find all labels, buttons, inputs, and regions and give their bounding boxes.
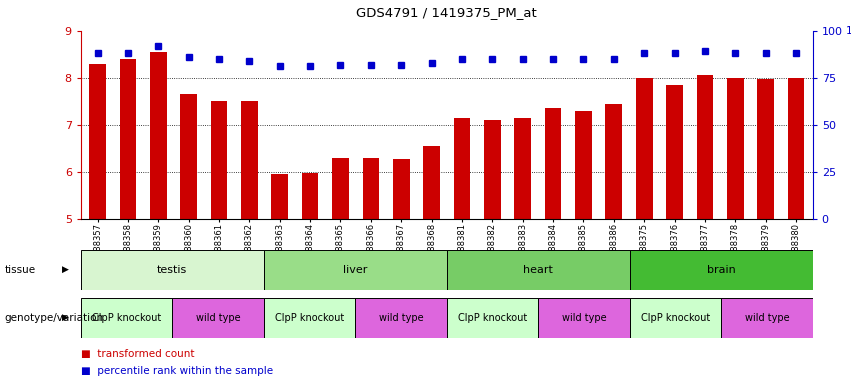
Text: ClpP knockout: ClpP knockout [275,313,344,323]
Text: wild type: wild type [196,313,240,323]
Bar [757,79,774,219]
Bar [150,52,167,219]
Text: 100%: 100% [846,26,851,36]
Bar [119,59,136,219]
Bar [630,298,721,338]
Bar [605,104,622,219]
Bar [727,78,744,219]
Bar [538,298,630,338]
Bar [545,108,562,219]
Bar [454,118,471,219]
Text: GDS4791 / 1419375_PM_at: GDS4791 / 1419375_PM_at [357,6,537,19]
Text: tissue: tissue [4,265,36,275]
Bar [241,101,258,219]
Bar [180,94,197,219]
Bar [302,173,318,219]
Bar [484,120,500,219]
Bar [363,158,380,219]
Bar [514,118,531,219]
Text: ▶: ▶ [62,265,69,274]
Text: ClpP knockout: ClpP knockout [458,313,527,323]
Text: ClpP knockout: ClpP knockout [92,313,161,323]
Text: wild type: wild type [379,313,423,323]
Bar [264,250,447,290]
Bar [89,64,106,219]
Text: brain: brain [707,265,735,275]
Text: heart: heart [523,265,553,275]
Bar [447,250,630,290]
Bar [271,174,288,219]
Bar [423,146,440,219]
Text: liver: liver [343,265,368,275]
Bar [636,78,653,219]
Text: genotype/variation: genotype/variation [4,313,103,323]
Bar [721,298,813,338]
Bar [81,298,172,338]
Bar [355,298,447,338]
Text: ■  transformed count: ■ transformed count [81,349,194,359]
Bar [172,298,264,338]
Bar [575,111,591,219]
Bar [332,158,349,219]
Bar [81,250,264,290]
Text: ▶: ▶ [62,313,69,322]
Bar [630,250,813,290]
Bar [788,78,804,219]
Text: testis: testis [157,265,187,275]
Bar [393,159,409,219]
Text: wild type: wild type [745,313,789,323]
Bar [666,85,683,219]
Bar [697,75,713,219]
Bar [264,298,355,338]
Text: ■  percentile rank within the sample: ■ percentile rank within the sample [81,366,273,376]
Bar [447,298,538,338]
Bar [211,101,227,219]
Text: ClpP knockout: ClpP knockout [641,313,710,323]
Text: wild type: wild type [562,313,606,323]
